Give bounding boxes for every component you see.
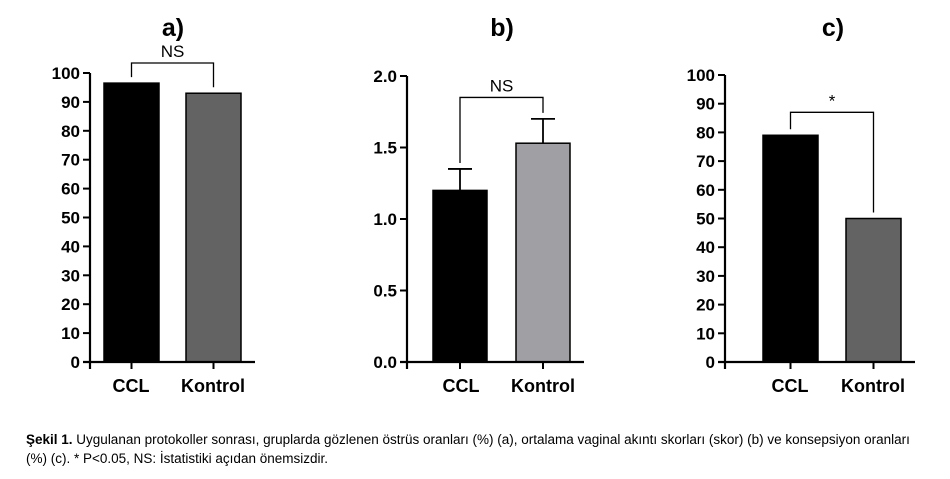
panel-b-ytick-label: 1.5 bbox=[373, 139, 397, 158]
panel-c-category-label: CCL bbox=[772, 376, 809, 396]
panel-a-significance-bracket bbox=[130, 62, 215, 88]
panel-a-significance-label: NS bbox=[161, 42, 185, 61]
panel-a-ytick-label: 20 bbox=[61, 295, 80, 314]
panel-a-ytick-label: 70 bbox=[61, 151, 80, 170]
panel-b-category-label: Kontrol bbox=[511, 376, 575, 396]
panel-c-title: c) bbox=[822, 14, 844, 42]
figure-caption: Şekil 1. Uygulanan protokoller sonrası, … bbox=[26, 430, 926, 468]
panel-c-significance-bracket bbox=[789, 111, 875, 213]
panel-c-bar-ccl bbox=[762, 134, 819, 363]
panel-b: b) 0.0 0.5 1.0 1.5 2.0 CCL Kontrol NS bbox=[373, 14, 584, 396]
panel-b-bar-kontrol bbox=[515, 142, 571, 363]
panel-a-bar-ccl bbox=[103, 82, 160, 363]
panel-a-category-label: CCL bbox=[113, 376, 150, 396]
panel-c-ytick-label: 0 bbox=[706, 353, 715, 372]
panel-a-category-label: Kontrol bbox=[181, 376, 245, 396]
panel-c-ytick-label: 20 bbox=[696, 296, 715, 315]
panel-c-ytick-label: 50 bbox=[696, 210, 715, 229]
panel-c-ytick-label: 10 bbox=[696, 324, 715, 343]
panel-b-ytick-label: 1.0 bbox=[373, 210, 397, 229]
panel-b-category-label: CCL bbox=[443, 376, 480, 396]
panel-a-ytick-label: 10 bbox=[61, 324, 80, 343]
panel-a-ytick-label: 0 bbox=[71, 353, 80, 372]
panel-a-ytick-label: 40 bbox=[61, 237, 80, 256]
caption-text: Uygulanan protokoller sonrası, gruplarda… bbox=[26, 432, 910, 466]
panel-c-ytick-label: 40 bbox=[696, 238, 715, 257]
caption-label: Şekil 1. bbox=[26, 432, 73, 447]
panel-b-bar-ccl bbox=[432, 189, 488, 363]
panel-a-ytick-label: 100 bbox=[52, 64, 80, 83]
panel-c-bar-kontrol bbox=[845, 217, 902, 363]
panel-c-ytick-label: 70 bbox=[696, 152, 715, 171]
panel-a-ytick-label: 90 bbox=[61, 93, 80, 112]
panel-a-ytick-label: 60 bbox=[61, 180, 80, 199]
panel-a-bar-kontrol bbox=[185, 92, 242, 363]
panel-a: a) 0 10 20 30 40 50 60 70 80 90 100 CCL Kontrol NS bbox=[52, 14, 255, 396]
panel-b-ytick-label: 0.5 bbox=[373, 282, 397, 301]
panel-b-title: b) bbox=[490, 14, 514, 42]
panel-c-ytick-label: 100 bbox=[687, 66, 715, 85]
panel-c-ytick-label: 90 bbox=[696, 95, 715, 114]
panel-a-title: a) bbox=[162, 14, 184, 42]
panel-c-ytick-label: 80 bbox=[696, 123, 715, 142]
panel-c-significance-label: * bbox=[829, 91, 836, 110]
panel-c-ytick-label: 30 bbox=[696, 267, 715, 286]
panel-b-significance-label: NS bbox=[490, 76, 514, 95]
panel-c: c) 0 10 20 30 40 50 60 70 80 90 100 CCL Kontrol * bbox=[687, 14, 915, 396]
panel-a-ytick-label: 30 bbox=[61, 266, 80, 285]
panel-c-category-label: Kontrol bbox=[841, 376, 905, 396]
panel-b-ytick-label: 0.0 bbox=[373, 353, 397, 372]
panel-a-ytick-label: 50 bbox=[61, 209, 80, 228]
panel-b-ytick-label: 2.0 bbox=[373, 67, 397, 86]
panel-c-ytick-label: 60 bbox=[696, 181, 715, 200]
panel-b-significance-bracket bbox=[459, 96, 544, 163]
panel-a-ytick-label: 80 bbox=[61, 122, 80, 141]
